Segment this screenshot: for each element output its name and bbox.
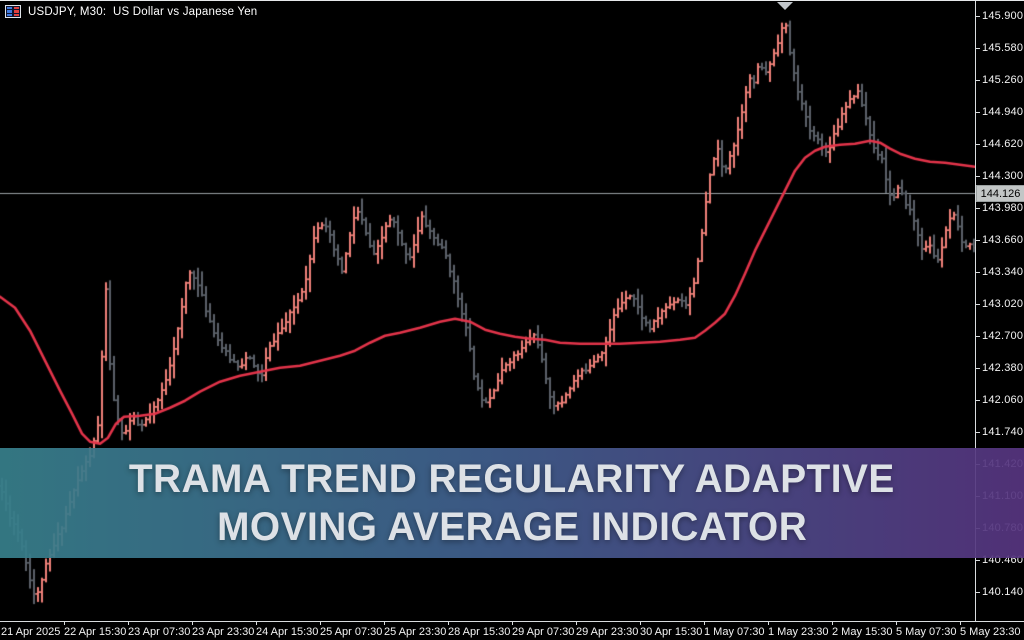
time-axis-tick: [960, 621, 961, 625]
price-axis-label: 142.700: [982, 329, 1024, 342]
time-axis-tick: [448, 621, 449, 625]
price-axis-tick: [975, 271, 980, 273]
price-axis-label: 145.260: [982, 73, 1024, 86]
time-axis-tick: [384, 621, 385, 625]
time-axis-label: 29 Apr 07:30: [512, 626, 575, 638]
price-axis-label: 143.340: [982, 265, 1024, 278]
price-axis-tick: [975, 239, 980, 241]
price-axis-label: 145.900: [982, 9, 1024, 22]
banner-title-line2: MOVING AVERAGE INDICATOR: [216, 505, 808, 549]
price-axis-tick: [975, 303, 980, 305]
time-axis-label: 2 May 15:30: [832, 626, 893, 638]
price-axis-label: 145.580: [982, 41, 1024, 54]
time-axis-tick: [576, 621, 577, 625]
time-axis-tick: [768, 621, 769, 625]
peak-arrow-icon: [777, 2, 793, 10]
time-axis-tick: [512, 621, 513, 625]
price-axis-tick: [975, 559, 980, 561]
time-axis-label: 25 Apr 23:30: [384, 626, 447, 638]
time-axis-tick: [640, 621, 641, 625]
price-axis-tick: [975, 143, 980, 145]
time-axis-tick: [192, 621, 193, 625]
price-axis-tick: [975, 431, 980, 433]
price-axis-tick: [975, 399, 980, 401]
time-axis-label: 30 Apr 15:30: [640, 626, 703, 638]
time-axis-label: 28 Apr 15:30: [448, 626, 511, 638]
window-title: USDJPY, M30: US Dollar vs Japanese Yen: [28, 5, 258, 18]
price-axis-tick: [975, 207, 980, 209]
price-axis-tick: [975, 335, 980, 337]
time-axis-label: 5 May 07:30: [896, 626, 957, 638]
time-axis-tick: [256, 621, 257, 625]
time-axis-label: 1 May 07:30: [704, 626, 765, 638]
time-axis-label: 22 Apr 15:30: [64, 626, 127, 638]
time-axis-label: 24 Apr 15:30: [256, 626, 319, 638]
price-axis-label: 143.660: [982, 233, 1024, 246]
price-axis-tick: [975, 111, 980, 113]
time-axis-tick: [896, 621, 897, 625]
price-axis-label: 144.940: [982, 105, 1024, 118]
time-axis-label: 5 May 23:30: [960, 626, 1021, 638]
banner-title-line1: TRAMA TREND REGULARITY ADAPTIVE: [129, 457, 895, 501]
time-axis-label: 21 Apr 2025: [1, 626, 61, 638]
price-axis-line: [975, 1, 976, 621]
time-axis-tick: [320, 621, 321, 625]
chart-symbol-icon: [5, 5, 21, 18]
time-axis-label: 29 Apr 23:30: [576, 626, 639, 638]
price-axis-label: 141.740: [982, 425, 1024, 438]
current-price-tag: 144.126: [976, 185, 1024, 203]
time-axis-label: 25 Apr 07:30: [320, 626, 383, 638]
price-axis-tick: [975, 175, 980, 177]
time-axis-tick: [128, 621, 129, 625]
banner-overlay: TRAMA TREND REGULARITY ADAPTIVE MOVING A…: [0, 448, 1024, 558]
price-axis-tick: [975, 591, 980, 593]
time-axis-label: 23 Apr 23:30: [192, 626, 255, 638]
price-axis-label: 142.380: [982, 361, 1024, 374]
price-axis-tick: [975, 367, 980, 369]
time-axis-tick: [704, 621, 705, 625]
price-axis-label: 140.140: [982, 585, 1024, 598]
price-axis-tick: [975, 47, 980, 49]
price-axis-tick: [975, 15, 980, 17]
price-axis-label: 144.620: [982, 137, 1024, 150]
time-axis-label: 23 Apr 07:30: [128, 626, 191, 638]
price-axis-tick: [975, 79, 980, 81]
price-axis-label: 144.300: [982, 169, 1024, 182]
time-axis-label: 1 May 23:30: [768, 626, 829, 638]
time-axis-tick: [832, 621, 833, 625]
price-axis-label: 143.980: [982, 201, 1024, 214]
time-axis-tick: [64, 621, 65, 625]
price-axis-label: 143.020: [982, 297, 1024, 310]
price-axis-label: 142.060: [982, 393, 1024, 406]
title-bar: USDJPY, M30: US Dollar vs Japanese Yen: [5, 5, 257, 18]
